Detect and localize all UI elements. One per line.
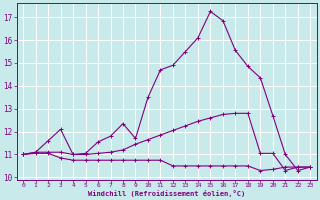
X-axis label: Windchill (Refroidissement éolien,°C): Windchill (Refroidissement éolien,°C) xyxy=(88,190,245,197)
